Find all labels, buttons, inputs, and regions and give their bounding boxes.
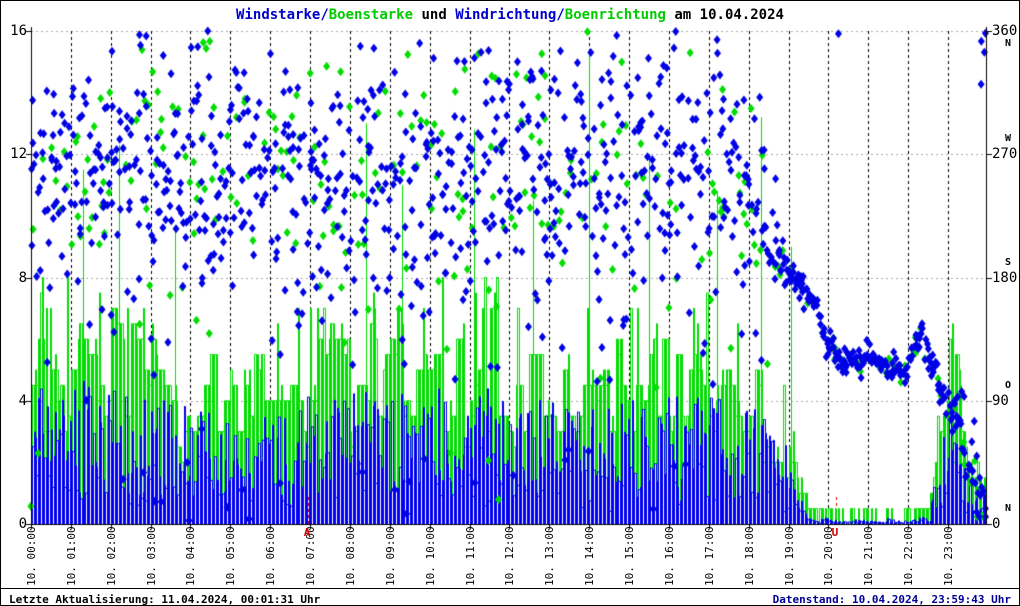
x-axis-tick-label: 10. 09:00 <box>383 526 397 586</box>
x-axis-tick-label: 10. 15:00 <box>623 526 637 586</box>
x-axis-tick-label: 10. 04:00 <box>184 526 198 586</box>
right-axis-tick-label: 90 <box>992 392 1009 409</box>
compass-label: N <box>1005 38 1012 49</box>
last-update-text: Letzte Aktualisierung: 11.04.2024, 00:01… <box>9 593 321 606</box>
x-axis-tick-label: 10. 19:00 <box>782 526 796 586</box>
compass-label: W <box>1005 133 1012 145</box>
x-axis-tick-label: 10. 06:00 <box>264 526 278 586</box>
x-axis-tick-label: 10. 03:00 <box>144 526 158 586</box>
x-axis-tick-label: 10. 08:00 <box>343 526 357 586</box>
compass-label: O <box>1005 379 1012 391</box>
x-axis-tick-label: 10. 00:00 <box>25 526 38 586</box>
x-axis-tick-label: 10. 17:00 <box>702 526 716 586</box>
sun-marker-label: A <box>303 526 311 539</box>
x-axis-tick-label: 10. 01:00 <box>64 526 78 586</box>
x-axis-tick-label: 10. 11:00 <box>463 526 477 586</box>
footer-divider <box>1 588 1019 589</box>
x-axis-tick-label: 10. 12:00 <box>503 526 517 586</box>
x-axis-tick-label: 10. 14:00 <box>583 526 597 586</box>
data-state-text: Datenstand: 10.04.2024, 23:59:43 Uhr <box>772 593 1011 606</box>
compass-label: N <box>1005 503 1012 514</box>
left-axis-tick-label: 4 <box>18 392 27 409</box>
right-axis-tick-label: 0 <box>992 516 1001 532</box>
x-axis-tick-label: 10. 23:00 <box>942 526 956 586</box>
compass-label: S <box>1005 256 1012 268</box>
left-axis-tick-label: 16 <box>10 23 27 39</box>
x-axis-tick-label: 10. 02:00 <box>104 526 118 586</box>
x-axis-tick-label: 10. 10:00 <box>423 526 437 586</box>
left-axis-tick-label: 12 <box>10 146 27 163</box>
x-axis-tick-label: 10. 05:00 <box>224 526 238 586</box>
right-axis-tick-label: 360 <box>992 23 1018 39</box>
left-axis-tick-label: 8 <box>18 269 27 286</box>
right-axis-tick-label: 180 <box>992 269 1018 286</box>
x-axis-tick-label: 10. 21:00 <box>862 526 876 586</box>
x-axis-tick-label: 10. 22:00 <box>902 526 916 586</box>
x-axis-tick-label: 10. 16:00 <box>662 526 676 586</box>
x-axis-tick-label: 10. 13:00 <box>543 526 557 586</box>
sun-marker-label: U <box>831 526 839 539</box>
left-axis-tick-label: 0 <box>18 516 27 532</box>
x-axis-tick-label: 10. 18:00 <box>742 526 756 586</box>
right-axis-tick-label: 270 <box>992 146 1018 163</box>
